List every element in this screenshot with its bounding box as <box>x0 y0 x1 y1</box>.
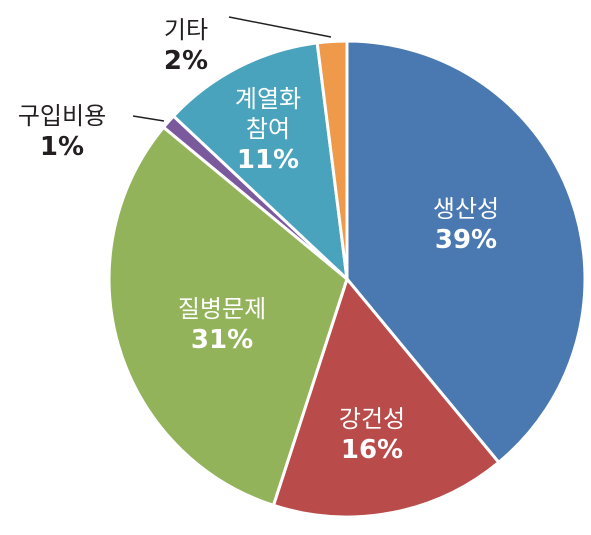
slice-label: 기타 2% <box>164 15 208 77</box>
category-label: 기타 <box>163 16 209 44</box>
value-label: 2% <box>163 46 209 76</box>
category-label: 구입비용 <box>17 102 107 130</box>
value-label: 31% <box>190 325 254 355</box>
category-label: 생산성 <box>432 195 500 223</box>
value-label: 1% <box>39 132 85 162</box>
leader-line <box>228 16 332 38</box>
value-label: 39% <box>434 225 498 255</box>
pie-slice <box>172 41 349 281</box>
slice-label: 질병문제 31% <box>178 294 266 356</box>
slice-label: 구입비용 1% <box>18 101 106 163</box>
value-label: 16% <box>340 435 404 465</box>
leader-line <box>132 115 165 122</box>
category-label: 강건성 <box>338 405 406 433</box>
slice-label: 계열화 참여 11% <box>235 84 301 176</box>
slice-label: 생산성 39% <box>433 194 499 256</box>
pie-slice <box>271 277 501 519</box>
category-label: 질병문제 <box>177 295 267 323</box>
value-label: 11% <box>236 145 300 175</box>
pie-slice <box>315 39 349 281</box>
pie-slice <box>345 39 587 464</box>
category-label: 계열화 참여 <box>234 85 302 143</box>
pie-slice <box>107 125 349 507</box>
slice-label: 강건성 16% <box>339 404 405 466</box>
